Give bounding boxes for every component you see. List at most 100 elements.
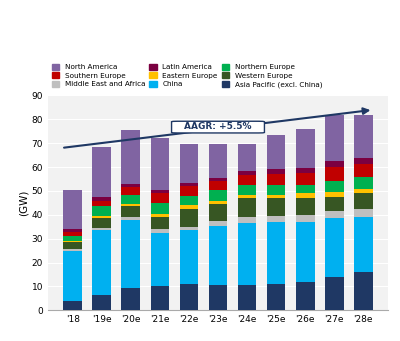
Bar: [208, 145, 228, 178]
Bar: [208, 204, 228, 221]
Bar: [238, 285, 256, 310]
Bar: [238, 223, 256, 285]
Bar: [92, 147, 111, 197]
Bar: [325, 219, 344, 277]
Bar: [296, 193, 314, 198]
Bar: [267, 194, 286, 198]
Bar: [64, 229, 82, 232]
Bar: [64, 242, 82, 250]
Bar: [208, 201, 228, 204]
Bar: [64, 190, 82, 229]
Bar: [64, 232, 82, 236]
Bar: [150, 286, 169, 310]
Bar: [92, 197, 111, 201]
Bar: [64, 236, 82, 241]
Bar: [238, 175, 256, 185]
Bar: [150, 217, 169, 229]
Bar: [267, 135, 286, 169]
Bar: [180, 231, 198, 284]
Bar: [180, 186, 198, 196]
Bar: [92, 231, 111, 295]
Bar: [354, 272, 372, 310]
Bar: [238, 185, 256, 194]
Bar: [267, 216, 286, 222]
Bar: [150, 190, 169, 193]
Bar: [354, 177, 372, 189]
Bar: [92, 201, 111, 207]
Bar: [354, 189, 372, 193]
Bar: [180, 196, 198, 205]
FancyBboxPatch shape: [172, 121, 264, 133]
Bar: [64, 250, 82, 251]
Bar: [296, 129, 314, 168]
Bar: [208, 181, 228, 190]
Bar: [296, 222, 314, 282]
Bar: [122, 130, 140, 184]
Bar: [354, 164, 372, 177]
Bar: [208, 226, 228, 285]
Bar: [238, 194, 256, 198]
Bar: [238, 217, 256, 223]
Bar: [180, 145, 198, 183]
Bar: [354, 158, 372, 164]
Bar: [267, 284, 286, 310]
Bar: [325, 161, 344, 167]
Bar: [267, 185, 286, 194]
Bar: [150, 213, 169, 217]
Bar: [267, 174, 286, 185]
Bar: [122, 288, 140, 310]
Bar: [208, 285, 228, 310]
Bar: [208, 178, 228, 181]
Bar: [180, 205, 198, 209]
Bar: [296, 173, 314, 185]
Bar: [122, 204, 140, 207]
Bar: [325, 181, 344, 192]
Bar: [325, 192, 344, 197]
Bar: [92, 219, 111, 228]
Bar: [325, 167, 344, 181]
Bar: [325, 277, 344, 310]
Bar: [150, 229, 169, 233]
Bar: [354, 209, 372, 217]
Bar: [64, 301, 82, 310]
Bar: [325, 197, 344, 211]
Bar: [64, 241, 82, 242]
Bar: [267, 169, 286, 174]
Bar: [296, 168, 314, 173]
Bar: [238, 198, 256, 217]
Bar: [325, 115, 344, 161]
Bar: [122, 220, 140, 288]
Bar: [122, 207, 140, 217]
Bar: [180, 227, 198, 231]
Bar: [354, 115, 372, 158]
Bar: [267, 222, 286, 284]
Bar: [64, 251, 82, 301]
Legend: North America, Southern Europe, Middle East and Africa, Latin America, Eastern E: North America, Southern Europe, Middle E…: [52, 64, 323, 88]
Bar: [150, 203, 169, 213]
Bar: [92, 216, 111, 219]
Bar: [180, 284, 198, 310]
Bar: [238, 145, 256, 170]
Bar: [122, 188, 140, 194]
Bar: [150, 138, 169, 190]
Bar: [208, 221, 228, 226]
Bar: [296, 282, 314, 310]
Bar: [150, 193, 169, 203]
Bar: [92, 207, 111, 216]
Bar: [296, 185, 314, 193]
Bar: [325, 211, 344, 219]
Bar: [296, 198, 314, 215]
Bar: [92, 228, 111, 231]
Bar: [122, 217, 140, 220]
Bar: [180, 209, 198, 227]
Bar: [238, 170, 256, 175]
Bar: [354, 217, 372, 272]
Bar: [267, 198, 286, 216]
Y-axis label: (GW): (GW): [19, 190, 29, 216]
Text: AAGR: +5.5%: AAGR: +5.5%: [184, 122, 252, 132]
Bar: [354, 193, 372, 209]
Bar: [180, 183, 198, 186]
Bar: [92, 295, 111, 310]
Bar: [122, 184, 140, 188]
Bar: [150, 233, 169, 286]
